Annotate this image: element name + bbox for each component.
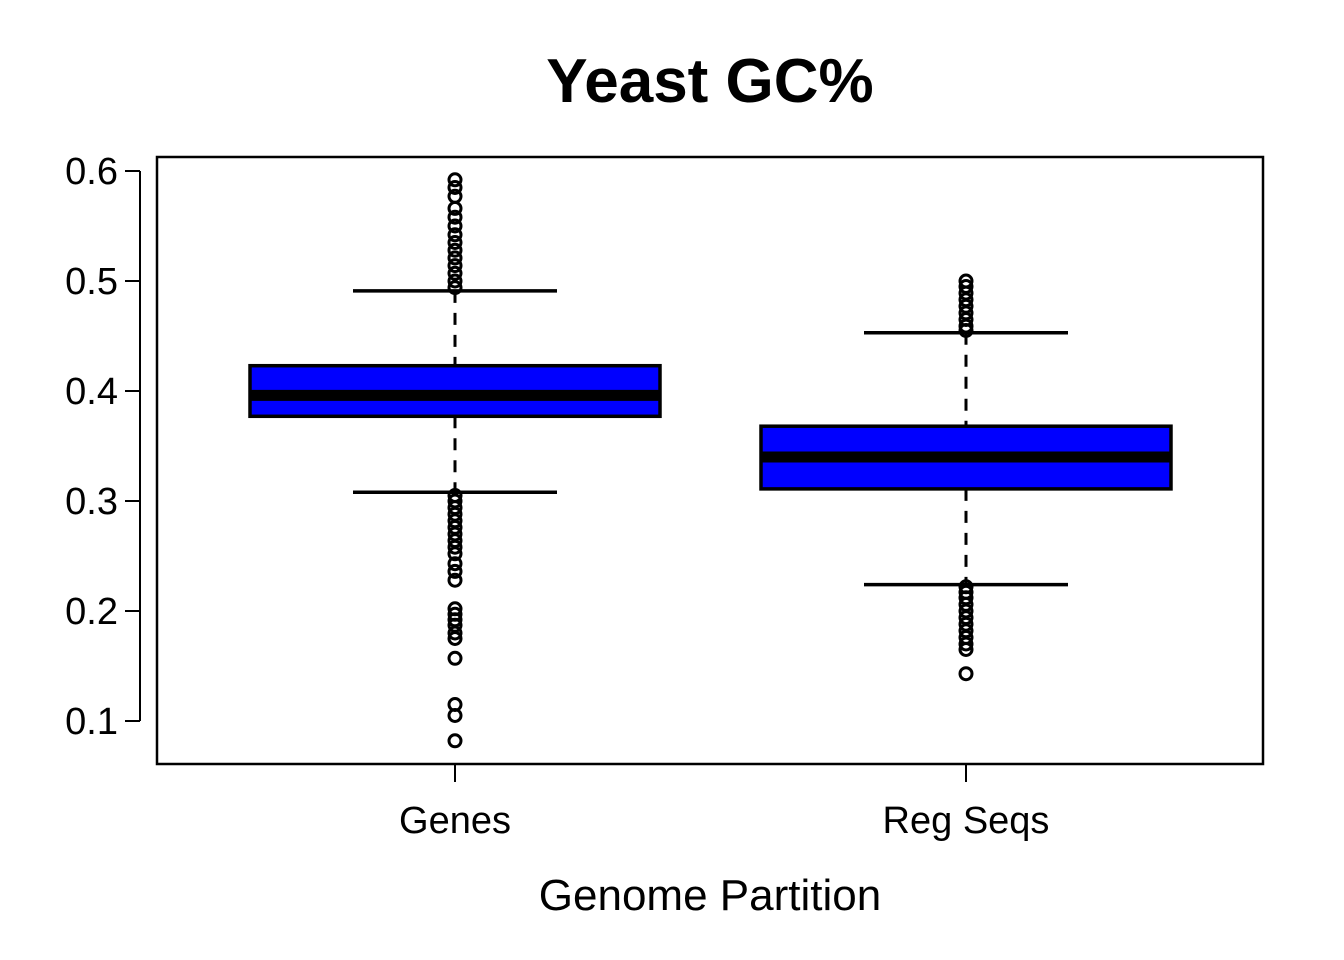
outlier-point <box>447 242 463 258</box>
outlier-point <box>447 200 463 216</box>
y-tick-label: 0.3 <box>65 481 118 523</box>
plot-frame <box>155 155 1265 766</box>
outlier-point <box>447 546 463 562</box>
x-axis: Genes Reg Seqs <box>399 764 1049 842</box>
outlier-point <box>447 631 463 646</box>
chart-title: Yeast GC% <box>546 47 873 116</box>
box-group-genes <box>248 172 662 749</box>
y-tick-label: 0.4 <box>65 371 118 413</box>
outlier-point <box>447 650 463 666</box>
outlier-point <box>447 280 463 296</box>
y-tick-label: 0.2 <box>65 591 118 633</box>
outlier-point <box>958 636 974 652</box>
x-tick-label: Reg Seqs <box>883 800 1050 842</box>
box-group-reg-seqs <box>759 273 1173 682</box>
y-axis: 0.1 0.2 0.3 0.4 0.5 0.6 <box>65 151 141 743</box>
outlier-point <box>447 250 463 266</box>
boxes <box>248 172 1173 749</box>
outlier-point <box>447 572 463 588</box>
outlier-point <box>447 172 463 188</box>
outlier-point <box>958 642 974 657</box>
y-tick-label: 0.1 <box>65 701 118 743</box>
outlier-point <box>447 625 463 641</box>
outlier-point <box>447 563 463 579</box>
outlier-point <box>447 227 463 243</box>
outlier-point <box>447 218 463 234</box>
x-axis-title: Genome Partition <box>539 871 881 920</box>
outlier-point <box>447 708 463 723</box>
y-tick-label: 0.5 <box>65 261 118 303</box>
y-tick-label: 0.6 <box>65 151 118 193</box>
outlier-point <box>447 733 463 749</box>
outlier-point <box>447 235 463 250</box>
outlier-point <box>447 265 463 281</box>
outlier-point <box>447 180 463 195</box>
outlier-point <box>447 209 463 225</box>
outlier-point <box>958 323 974 338</box>
outlier-point <box>447 273 463 289</box>
outlier-point <box>447 539 463 555</box>
x-tick-label: Genes <box>399 800 511 842</box>
outlier-point <box>447 556 463 572</box>
outlier-point <box>958 666 974 682</box>
outlier-point <box>447 258 463 274</box>
